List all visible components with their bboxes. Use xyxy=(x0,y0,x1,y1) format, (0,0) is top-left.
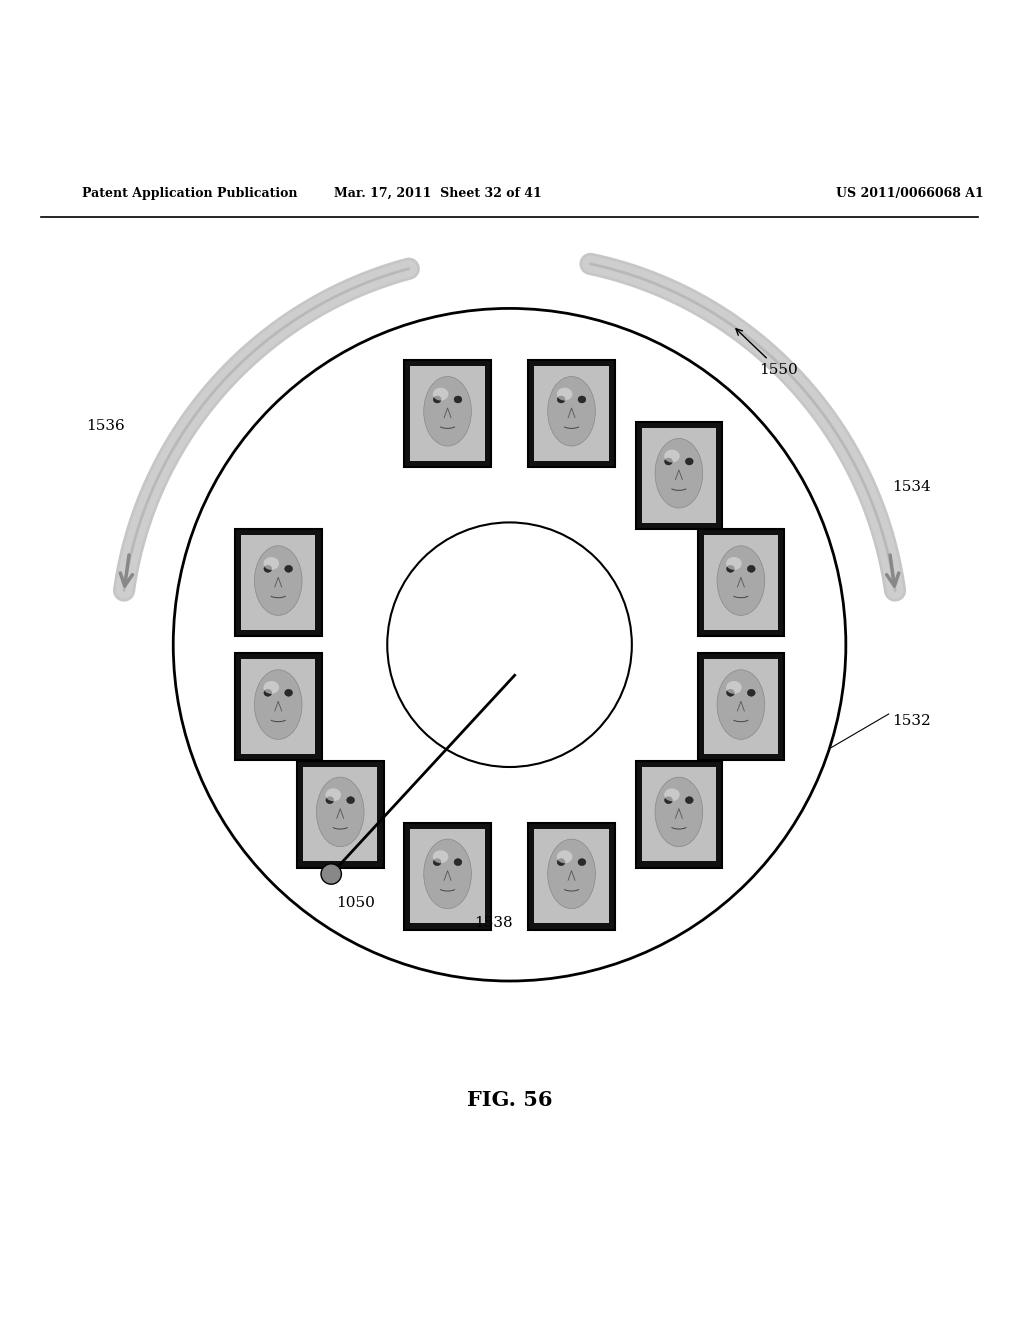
Ellipse shape xyxy=(264,689,271,696)
FancyBboxPatch shape xyxy=(234,529,322,636)
Text: Mar. 17, 2011  Sheet 32 of 41: Mar. 17, 2011 Sheet 32 of 41 xyxy=(335,186,542,199)
Text: 1050: 1050 xyxy=(336,895,375,909)
Ellipse shape xyxy=(685,458,693,465)
Ellipse shape xyxy=(424,376,471,446)
Ellipse shape xyxy=(285,689,293,696)
FancyBboxPatch shape xyxy=(697,529,784,636)
Text: 1550: 1550 xyxy=(736,329,798,376)
FancyBboxPatch shape xyxy=(241,536,315,630)
FancyBboxPatch shape xyxy=(234,653,322,760)
Ellipse shape xyxy=(578,396,586,403)
FancyBboxPatch shape xyxy=(636,760,722,867)
Ellipse shape xyxy=(254,545,302,615)
FancyBboxPatch shape xyxy=(411,366,484,461)
Ellipse shape xyxy=(685,797,693,804)
Ellipse shape xyxy=(665,788,680,801)
Ellipse shape xyxy=(655,438,702,508)
Text: US 2011/0066068 A1: US 2011/0066068 A1 xyxy=(836,186,983,199)
Ellipse shape xyxy=(726,557,741,570)
Ellipse shape xyxy=(726,681,741,694)
Text: 1538: 1538 xyxy=(474,916,512,929)
Ellipse shape xyxy=(665,458,673,465)
Ellipse shape xyxy=(263,681,280,694)
Ellipse shape xyxy=(316,777,364,846)
Ellipse shape xyxy=(433,858,441,866)
Text: FIG. 56: FIG. 56 xyxy=(467,1090,552,1110)
Ellipse shape xyxy=(454,396,462,403)
FancyBboxPatch shape xyxy=(703,536,778,630)
Ellipse shape xyxy=(254,669,302,739)
Ellipse shape xyxy=(433,850,449,863)
FancyBboxPatch shape xyxy=(404,360,490,467)
Ellipse shape xyxy=(665,450,680,462)
Ellipse shape xyxy=(433,396,441,403)
Ellipse shape xyxy=(748,689,755,696)
Ellipse shape xyxy=(717,545,765,615)
Ellipse shape xyxy=(665,797,673,804)
Ellipse shape xyxy=(548,376,595,446)
Text: Patent Application Publication: Patent Application Publication xyxy=(82,186,297,199)
FancyBboxPatch shape xyxy=(697,653,784,760)
FancyBboxPatch shape xyxy=(411,829,484,924)
FancyBboxPatch shape xyxy=(404,822,490,929)
Circle shape xyxy=(321,863,341,884)
Ellipse shape xyxy=(454,858,462,866)
Ellipse shape xyxy=(655,777,702,846)
FancyBboxPatch shape xyxy=(528,360,614,467)
Ellipse shape xyxy=(326,797,334,804)
FancyBboxPatch shape xyxy=(636,422,722,529)
Ellipse shape xyxy=(548,840,595,908)
FancyBboxPatch shape xyxy=(535,366,608,461)
Ellipse shape xyxy=(578,858,586,866)
Text: 1534: 1534 xyxy=(892,479,931,494)
Ellipse shape xyxy=(748,565,755,573)
FancyBboxPatch shape xyxy=(642,428,716,523)
FancyBboxPatch shape xyxy=(642,767,716,862)
Ellipse shape xyxy=(717,669,765,739)
FancyBboxPatch shape xyxy=(303,767,378,862)
Ellipse shape xyxy=(347,797,354,804)
Ellipse shape xyxy=(264,565,271,573)
Ellipse shape xyxy=(263,557,280,570)
FancyBboxPatch shape xyxy=(297,760,384,867)
Ellipse shape xyxy=(557,396,565,403)
Ellipse shape xyxy=(326,788,341,801)
Ellipse shape xyxy=(433,388,449,400)
Ellipse shape xyxy=(557,858,565,866)
FancyBboxPatch shape xyxy=(535,829,608,924)
FancyBboxPatch shape xyxy=(703,659,778,754)
Ellipse shape xyxy=(727,689,734,696)
Ellipse shape xyxy=(727,565,734,573)
Ellipse shape xyxy=(557,850,572,863)
Text: 1532: 1532 xyxy=(892,714,931,729)
Ellipse shape xyxy=(285,565,293,573)
FancyBboxPatch shape xyxy=(241,659,315,754)
FancyBboxPatch shape xyxy=(528,822,614,929)
Ellipse shape xyxy=(424,840,471,908)
Ellipse shape xyxy=(557,388,572,400)
Text: 1536: 1536 xyxy=(87,418,125,433)
